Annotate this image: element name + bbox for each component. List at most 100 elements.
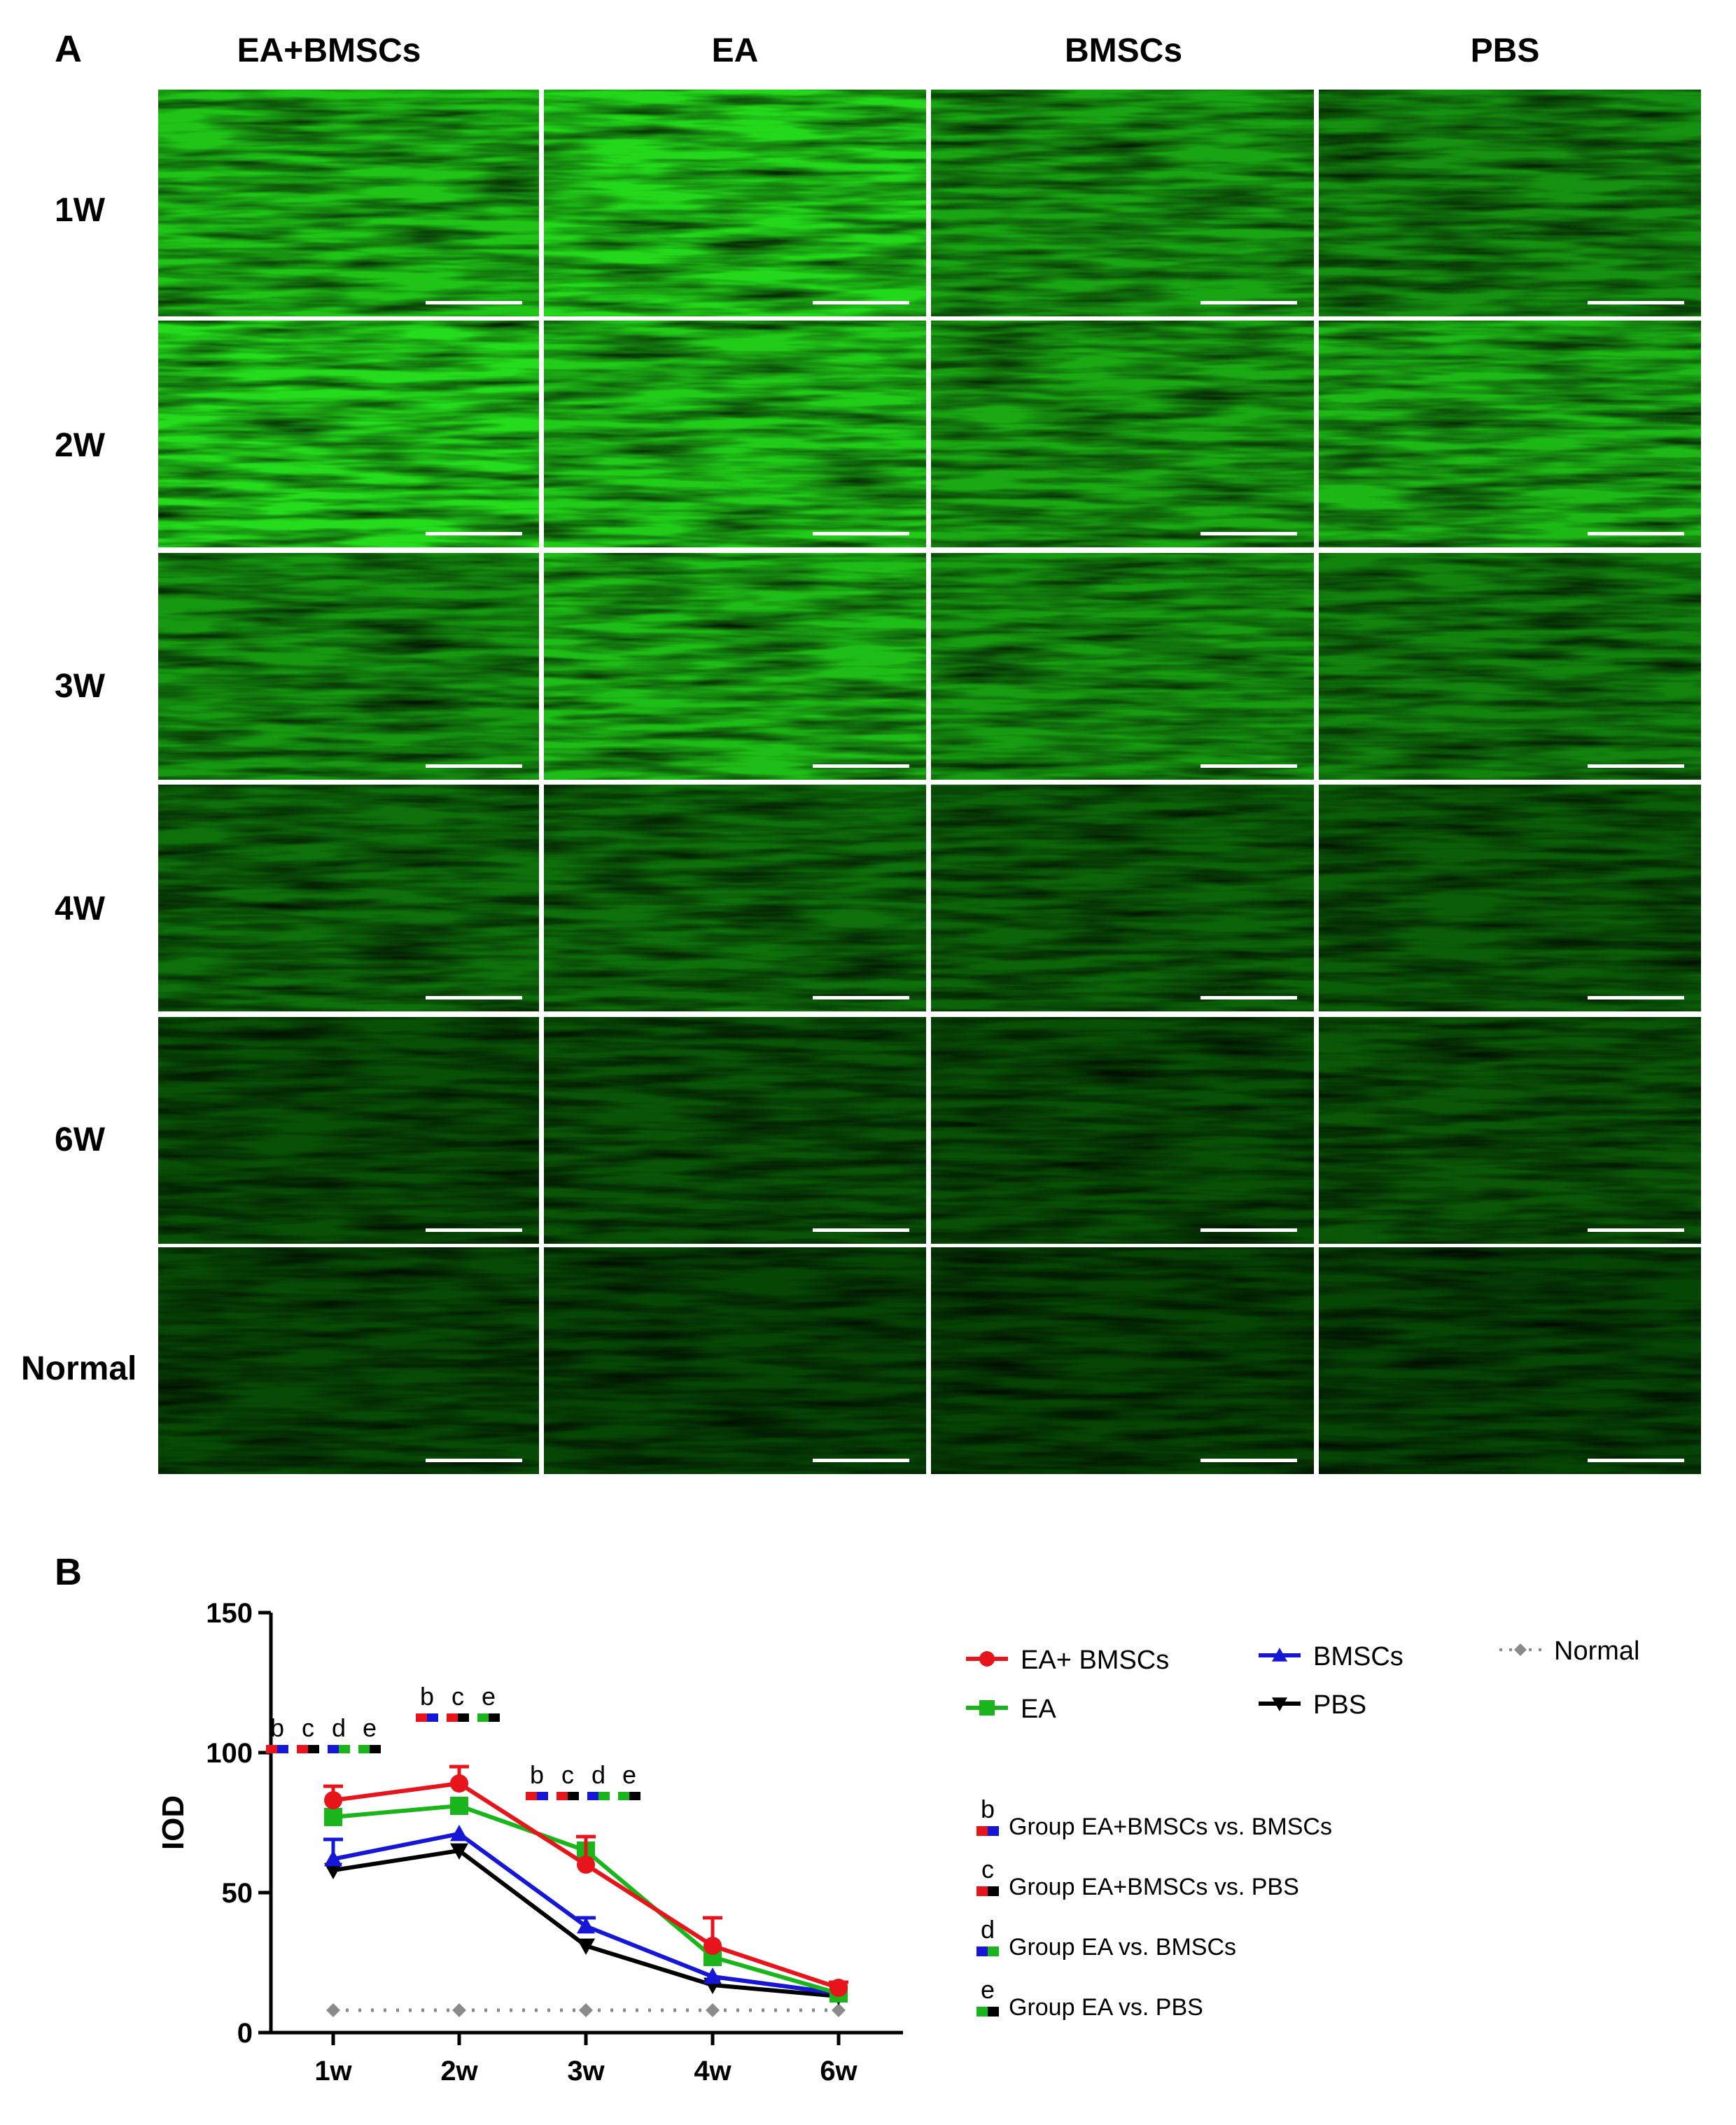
- fiber-texture: [158, 321, 539, 547]
- data-point: [450, 1774, 468, 1793]
- row-header-2w: 2W: [55, 427, 106, 464]
- swatch-right: [427, 1713, 438, 1722]
- legend-label: BMSCs: [1313, 1642, 1404, 1671]
- data-point: [1272, 1697, 1287, 1711]
- significance-letter: c: [451, 1682, 464, 1711]
- data-point: [706, 2003, 720, 2017]
- swatch-right: [988, 1947, 999, 1956]
- comparison-item-b: b Group EA+BMSCs vs. BMSCs: [976, 1795, 1332, 1840]
- significance-letter: c: [302, 1713, 314, 1742]
- fiber-texture: [544, 553, 926, 780]
- micrograph-4w-ea-bmscs: [158, 785, 539, 1011]
- significance-letter: b: [420, 1682, 434, 1711]
- significance-d-3w: d: [587, 1760, 610, 1800]
- fiber-texture: [158, 90, 539, 316]
- significance-c-3w: c: [556, 1760, 579, 1800]
- micrograph-4w-pbs: [1319, 785, 1701, 1011]
- micrograph-3w-ea: [544, 553, 926, 780]
- micrograph-2w-bmscs: [931, 321, 1314, 547]
- swatch-right: [988, 1826, 999, 1836]
- scale-bar: [1200, 301, 1297, 304]
- swatch-right: [988, 1886, 999, 1896]
- y-tick-label: 0: [237, 2018, 253, 2049]
- comparison-item-e: e Group EA vs. PBS: [976, 1975, 1203, 2021]
- micrograph-6w-ea: [544, 1017, 926, 1244]
- micrograph-6w-bmscs: [931, 1017, 1314, 1244]
- scale-bar: [813, 301, 909, 304]
- swatch-left: [976, 2007, 988, 2017]
- legend-item-ea: EA: [966, 1695, 1056, 1724]
- significance-c-2w: c: [447, 1682, 469, 1722]
- micrograph-2w-ea-bmscs: [158, 321, 539, 547]
- significance-b-3w: b: [526, 1760, 548, 1800]
- swatch-right: [598, 1792, 610, 1800]
- scale-bar: [1200, 532, 1297, 535]
- scale-bar: [1200, 1459, 1297, 1462]
- micrograph-6w-ea-bmscs: [158, 1017, 539, 1244]
- swatch-right: [308, 1745, 319, 1753]
- micrograph-3w-bmscs: [931, 553, 1314, 780]
- comparison-letter: e: [981, 1975, 995, 2004]
- series-normal: [326, 2003, 846, 2017]
- data-point: [1514, 1643, 1527, 1656]
- data-point: [450, 1843, 468, 1860]
- fiber-texture: [931, 1017, 1314, 1244]
- swatch-left: [297, 1745, 308, 1753]
- significance-letter: e: [622, 1760, 636, 1789]
- fiber-texture: [931, 785, 1314, 1011]
- micrograph-4w-ea: [544, 785, 926, 1011]
- scale-bar: [1200, 764, 1297, 768]
- significance-letter: e: [482, 1682, 496, 1711]
- series-line: [332, 1804, 839, 1996]
- scale-bar: [426, 996, 522, 1000]
- micrograph-1w-ea-bmscs: [158, 90, 539, 316]
- panel-a-label: A: [55, 28, 82, 70]
- row-header-1w: 1W: [55, 192, 106, 229]
- swatch-right: [458, 1713, 469, 1722]
- significance-b-2w: b: [416, 1682, 438, 1722]
- scale-bar: [426, 301, 522, 304]
- data-point: [830, 1979, 848, 1997]
- significance-e-3w: e: [618, 1760, 640, 1800]
- comparison-item-d: d Group EA vs. BMSCs: [976, 1915, 1236, 1961]
- comparison-letter: d: [981, 1915, 995, 1944]
- scale-bar: [813, 996, 909, 1000]
- swatch-left: [358, 1745, 370, 1753]
- fiber-texture: [1319, 1247, 1701, 1474]
- swatch-left: [976, 1947, 988, 1956]
- swatch-right: [370, 1745, 381, 1753]
- scale-bar: [1588, 301, 1684, 304]
- column-header-ea: EA: [712, 32, 759, 69]
- scale-bar: [426, 532, 522, 535]
- data-point: [832, 2003, 846, 2017]
- significance-letter: c: [561, 1760, 574, 1789]
- comparison-letter: c: [981, 1855, 994, 1884]
- data-point: [577, 1856, 595, 1874]
- column-header-ea-bmscs: EA+BMSCs: [237, 32, 421, 69]
- data-point: [577, 1938, 595, 1955]
- fiber-texture: [1319, 90, 1701, 316]
- scale-bar: [1588, 1459, 1684, 1462]
- data-point: [1272, 1648, 1287, 1662]
- data-point: [577, 1917, 595, 1934]
- scale-bar: [426, 764, 522, 768]
- significance-letter: b: [270, 1713, 284, 1742]
- micrograph-3w-pbs: [1319, 553, 1701, 780]
- scale-bar: [1200, 996, 1297, 1000]
- data-point: [704, 1937, 722, 1955]
- comparison-item-c: c Group EA+BMSCs vs. PBS: [976, 1855, 1299, 1900]
- y-tick-label: 100: [206, 1738, 253, 1769]
- swatch-right: [537, 1792, 548, 1800]
- significance-b-1w: b: [266, 1713, 288, 1753]
- series-line: [332, 1781, 839, 1990]
- scale-bar: [1588, 764, 1684, 768]
- swatch-left: [266, 1745, 277, 1753]
- comparison-text: Group EA vs. BMSCs: [1009, 1934, 1236, 1961]
- chart-legend: EA+ BMSCs EA BMSCs PBS Normal: [966, 1636, 1639, 1724]
- fiber-texture: [931, 321, 1314, 547]
- micrograph-1w-pbs: [1319, 90, 1701, 316]
- comparison-text: Group EA+BMSCs vs. BMSCs: [1009, 1814, 1332, 1840]
- swatch-left: [587, 1792, 598, 1800]
- significance-e-1w: e: [358, 1713, 381, 1753]
- legend-item-pbs: PBS: [1259, 1690, 1366, 1720]
